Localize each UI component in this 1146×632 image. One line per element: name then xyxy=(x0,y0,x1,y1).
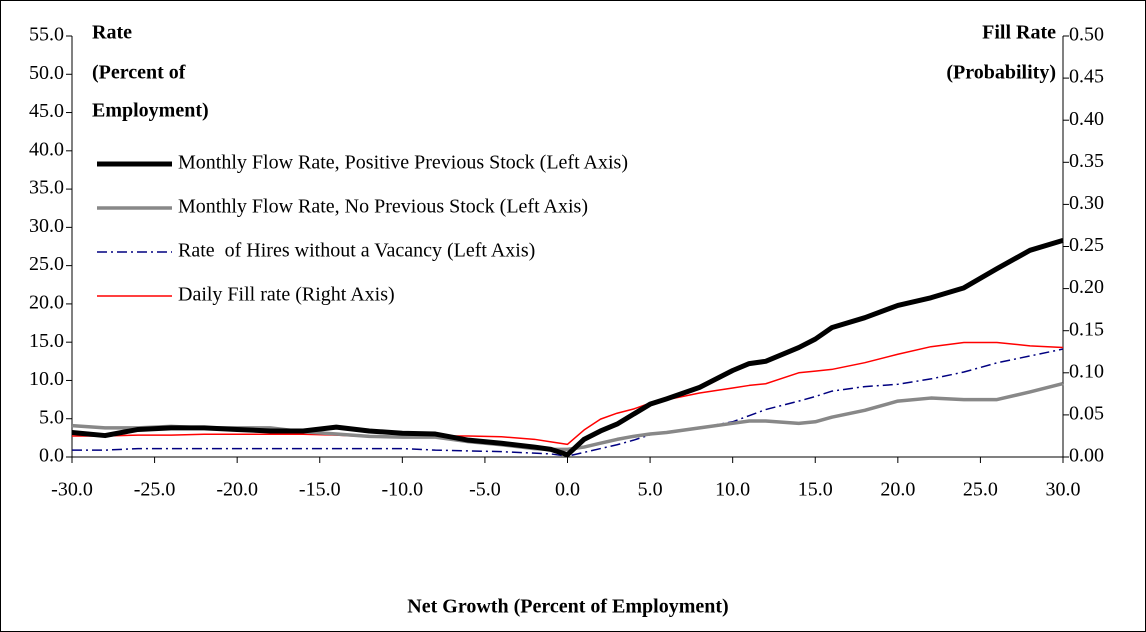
legend-label: Rate of Hires without a Vacancy (Left Ax… xyxy=(178,240,535,262)
legend-label: Daily Fill rate (Right Axis) xyxy=(178,284,395,306)
y-axis-title: (Percent of xyxy=(92,62,186,84)
series-line xyxy=(71,237,1064,458)
x-tick-label: -25.0 xyxy=(134,479,176,501)
series-line xyxy=(71,381,1064,452)
y-tick-label: 55.0 xyxy=(29,24,64,46)
y-tick-label: 15.0 xyxy=(29,330,64,352)
y2-axis-title: (Probability) xyxy=(946,62,1056,84)
series-line xyxy=(72,341,1064,446)
y-tick-label: 10.0 xyxy=(29,368,64,390)
x-axis-title: Net Growth (Percent of Employment) xyxy=(407,596,728,618)
x-tick-label: -30.0 xyxy=(51,479,93,501)
x-tick-label: 5.0 xyxy=(638,479,663,501)
x-tick-label: -20.0 xyxy=(216,479,258,501)
y-tick-label: 35.0 xyxy=(29,177,64,199)
y2-tick-label: 0.35 xyxy=(1069,150,1104,172)
x-tick-label: -15.0 xyxy=(299,479,341,501)
x-tick-label: 25.0 xyxy=(963,479,998,501)
x-tick-label: 30.0 xyxy=(1046,479,1081,501)
y-tick-label: 45.0 xyxy=(29,100,64,122)
x-tick-label: -10.0 xyxy=(381,479,423,501)
y-tick-label: 40.0 xyxy=(29,138,64,160)
x-tick-label: 10.0 xyxy=(715,479,750,501)
y-tick-label: 20.0 xyxy=(29,292,64,314)
y-axis-title: Rate xyxy=(92,22,132,44)
x-tick-label: -5.0 xyxy=(469,479,501,501)
x-tick-label: 20.0 xyxy=(880,479,915,501)
y2-tick-label: 0.00 xyxy=(1069,445,1104,467)
y2-tick-label: 0.40 xyxy=(1069,108,1104,130)
y2-tick-label: 0.10 xyxy=(1069,360,1104,382)
y2-tick-label: 0.20 xyxy=(1069,276,1104,298)
y-tick-label: 0.0 xyxy=(39,445,64,467)
y-axis-title: Employment) xyxy=(92,100,209,122)
y2-tick-label: 0.15 xyxy=(1069,318,1104,340)
y2-tick-label: 0.50 xyxy=(1069,24,1104,46)
y2-tick-label: 0.45 xyxy=(1069,66,1104,88)
y2-tick-label: 0.05 xyxy=(1069,402,1104,424)
x-tick-label: 15.0 xyxy=(798,479,833,501)
y-tick-label: 25.0 xyxy=(29,253,64,275)
series-line xyxy=(72,348,1064,457)
y2-tick-label: 0.25 xyxy=(1069,234,1104,256)
legend-label: Monthly Flow Rate, Positive Previous Sto… xyxy=(178,152,628,174)
y-tick-label: 30.0 xyxy=(29,215,64,237)
y2-axis-title: Fill Rate xyxy=(982,22,1056,44)
y-tick-label: 5.0 xyxy=(39,406,64,428)
x-tick-label: 0.0 xyxy=(555,479,580,501)
y2-tick-label: 0.30 xyxy=(1069,192,1104,214)
y-tick-label: 50.0 xyxy=(29,62,64,84)
legend-label: Monthly Flow Rate, No Previous Stock (Le… xyxy=(178,196,588,218)
